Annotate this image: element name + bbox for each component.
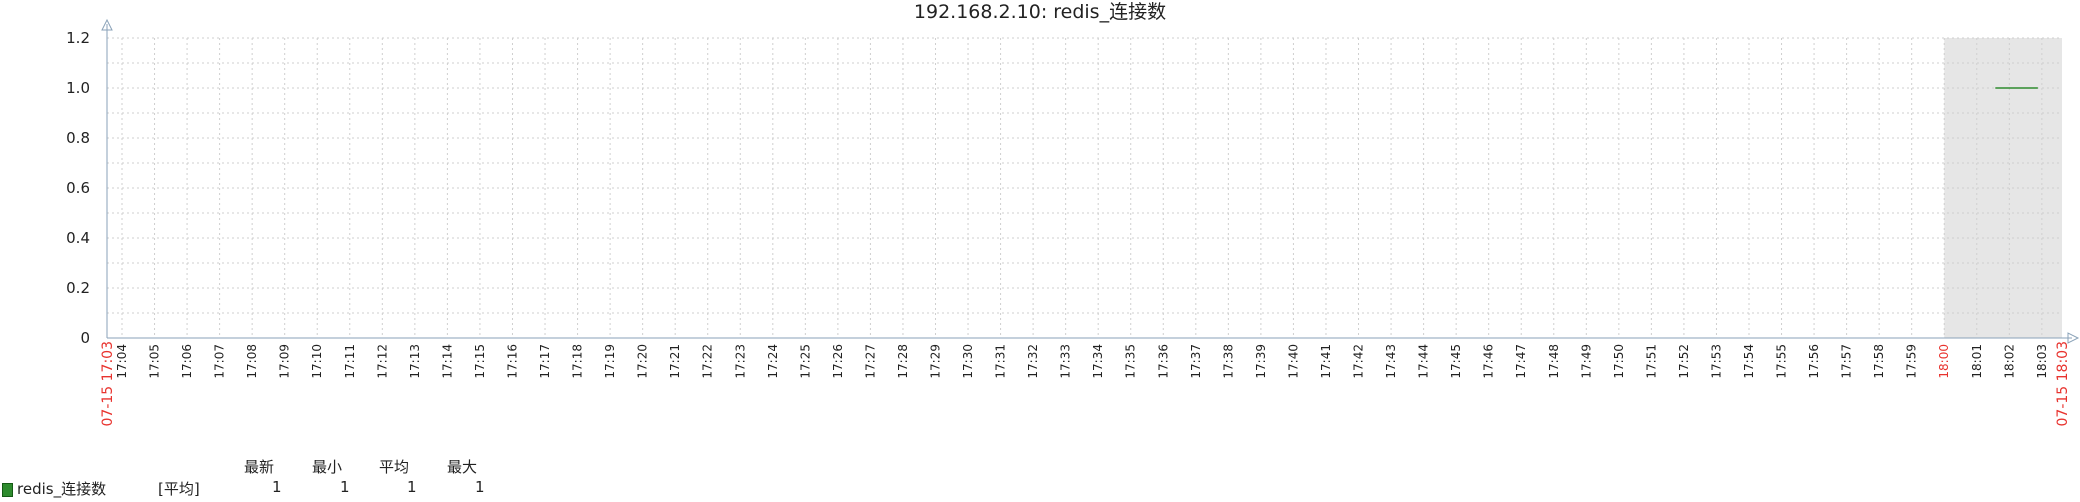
x-tick-label: 17:40: [1286, 344, 1300, 379]
legend-header-min: 最小: [312, 458, 343, 476]
y-axis-arrow-icon: [101, 18, 113, 31]
legend-latest-value: 1: [272, 478, 282, 496]
x-tick-label: 17:50: [1612, 344, 1626, 379]
x-tick-label: 17:37: [1189, 344, 1203, 379]
y-tick-label: 0.4: [66, 229, 90, 247]
y-tick-label: 0.2: [66, 279, 90, 297]
x-tick-label: 17:39: [1254, 344, 1268, 379]
x-tick-label: 17:09: [278, 344, 292, 379]
x-tick-label: 18:00: [1937, 344, 1951, 379]
legend-header-max: 最大: [447, 458, 478, 476]
x-tick-label: 17:20: [636, 344, 650, 379]
y-tick-label: 0.6: [66, 179, 90, 197]
x-axis-arrow-icon: [2067, 332, 2080, 344]
x-start-label: 07-15 17:03: [100, 341, 116, 426]
x-tick-label: 17:32: [1026, 344, 1040, 379]
x-tick-label: 17:31: [994, 344, 1008, 379]
legend-header-latest: 最新: [244, 458, 275, 476]
x-tick-label: 18:03: [2035, 344, 2049, 379]
x-tick-label: 17:48: [1547, 344, 1561, 379]
x-tick-label: 17:55: [1775, 344, 1789, 379]
x-tick-label: 17:54: [1742, 344, 1756, 379]
x-tick-label: 18:01: [1970, 344, 1984, 379]
x-tick-label: 17:59: [1905, 344, 1919, 379]
x-tick-label: 17:42: [1352, 344, 1366, 379]
y-tick-label: 0.8: [66, 129, 90, 147]
x-tick-label: 17:19: [603, 344, 617, 379]
x-end-label: 07-15 18:03: [2055, 341, 2071, 426]
x-tick-label: 17:44: [1417, 344, 1431, 379]
x-tick-label: 17:38: [1221, 344, 1235, 379]
x-tick-label: 17:58: [1872, 344, 1886, 379]
x-tick-label: 17:28: [896, 344, 910, 379]
y-tick-label: 0: [80, 329, 90, 347]
x-tick-label: 17:56: [1807, 344, 1821, 379]
x-tick-label: 17:06: [180, 344, 194, 379]
x-tick-label: 17:53: [1709, 344, 1723, 379]
x-tick-label: 17:45: [1449, 344, 1463, 379]
x-tick-label: 17:47: [1514, 344, 1528, 379]
x-tick-label: 17:21: [668, 344, 682, 379]
x-tick-label: 17:57: [1840, 344, 1854, 379]
y-tick-label: 1.2: [66, 29, 90, 47]
x-tick-label: 17:29: [929, 344, 943, 379]
x-tick-label: 17:49: [1579, 344, 1593, 379]
x-tick-label: 17:33: [1059, 344, 1073, 379]
x-tick-label: 17:26: [831, 344, 845, 379]
x-tick-label: 17:16: [505, 344, 519, 379]
legend-max-value: 1: [475, 478, 485, 496]
x-tick-label: 17:24: [766, 344, 780, 379]
x-tick-label: 17:30: [961, 344, 975, 379]
x-tick-label: 17:17: [538, 344, 552, 379]
x-tick-label: 17:15: [473, 344, 487, 379]
x-tick-label: 17:52: [1677, 344, 1691, 379]
x-tick-label: 17:05: [148, 344, 162, 379]
chart-title: 192.168.2.10: redis_连接数: [914, 1, 1166, 23]
legend-header-avg: 平均: [379, 458, 410, 476]
legend-avg-value: 1: [407, 478, 417, 496]
legend-swatch: [2, 483, 13, 497]
x-tick-label: 17:46: [1482, 344, 1496, 379]
x-tick-label: 17:36: [1156, 344, 1170, 379]
x-tick-label: 17:10: [310, 344, 324, 379]
x-tick-label: 17:18: [571, 344, 585, 379]
x-tick-label: 17:51: [1644, 344, 1658, 379]
x-tick-label: 17:43: [1384, 344, 1398, 379]
legend-min-value: 1: [340, 478, 350, 496]
x-tick-label: 17:13: [408, 344, 422, 379]
legend-series-name: redis_连接数: [17, 480, 107, 498]
x-tick-label: 17:11: [343, 344, 357, 379]
x-tick-label: 17:34: [1091, 344, 1105, 379]
x-tick-label: 17:27: [863, 344, 877, 379]
y-tick-label: 1.0: [66, 79, 90, 97]
x-tick-label: 17:12: [375, 344, 389, 379]
x-tick-label: 17:25: [798, 344, 812, 379]
x-tick-label: 17:22: [701, 344, 715, 379]
x-tick-label: 18:02: [2002, 344, 2016, 379]
x-tick-label: 17:14: [440, 344, 454, 379]
x-tick-label: 17:23: [733, 344, 747, 379]
x-tick-label: 17:41: [1319, 344, 1333, 379]
x-tick-label: 17:07: [213, 344, 227, 379]
x-tick-label: 17:35: [1124, 344, 1138, 379]
x-tick-label: 17:08: [245, 344, 259, 379]
x-tick-label: 17:04: [115, 344, 129, 379]
legend-aggregate: [平均]: [158, 480, 200, 498]
